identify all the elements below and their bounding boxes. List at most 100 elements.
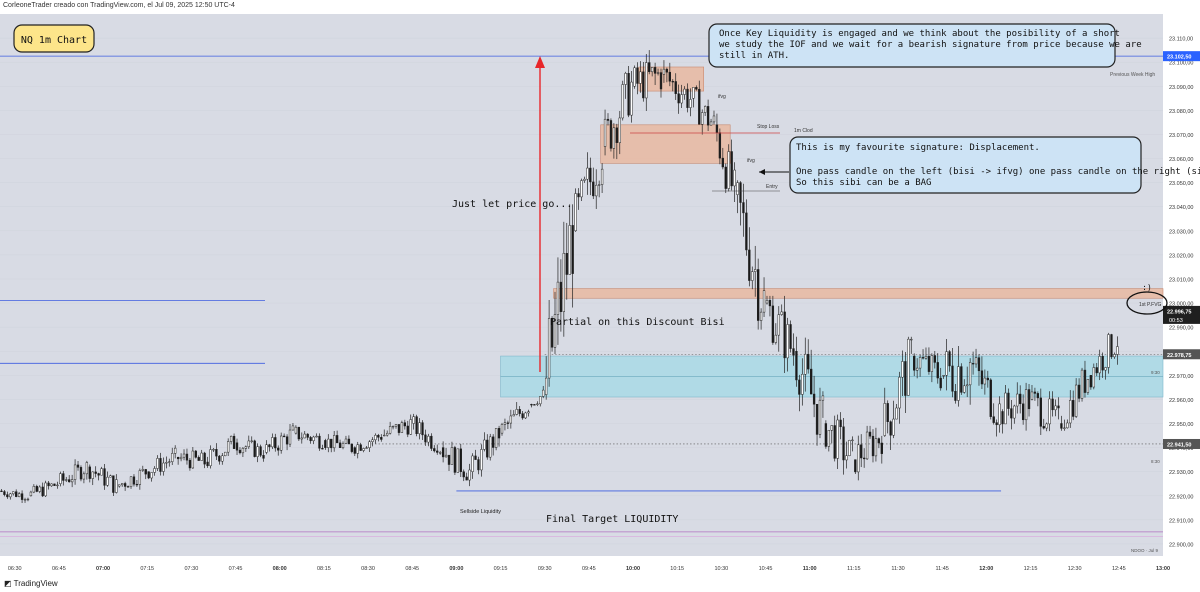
smile-text: :) (1142, 283, 1152, 292)
candle-up (595, 184, 598, 197)
candle-down (795, 350, 798, 381)
candle-down (35, 486, 38, 492)
candle-up (586, 167, 589, 180)
candle-down (188, 459, 192, 469)
price-axis[interactable]: 23.110,00 23.100,00 23.090,00 23.080,00 23.0… (1163, 37, 1200, 549)
candle-up (1004, 392, 1007, 425)
candle-down (41, 486, 44, 497)
candle-up (1069, 400, 1072, 424)
price-tick-label: 22.960,00 (1169, 398, 1193, 404)
candle-up (818, 399, 822, 435)
candle-down (232, 435, 236, 449)
candle-down (1057, 405, 1060, 409)
top-note: Once Key Liquidity is engaged and we thi… (708, 23, 1142, 68)
candle-down (282, 435, 286, 438)
candle-up (774, 334, 777, 343)
candle-down (642, 71, 645, 99)
candle-down (1110, 334, 1113, 358)
candle-up (494, 428, 498, 448)
candle-up (121, 483, 124, 486)
candle-up (683, 88, 686, 95)
candle-down (321, 448, 324, 450)
time-axis[interactable]: 06:30 06:45 07:00 07:15 07:30 07:45 08:00 08:15… (8, 566, 1170, 572)
candle-down (839, 419, 842, 428)
candle-up (50, 483, 53, 487)
candle-up (256, 446, 259, 457)
candle-down (430, 435, 433, 449)
candle-down (132, 476, 136, 485)
candle-down (877, 438, 881, 444)
candle-up (1013, 405, 1016, 419)
candle-up (633, 67, 636, 87)
candle-down (1039, 397, 1042, 427)
candle-down (79, 467, 83, 480)
candle-down (185, 453, 189, 461)
candle-down (436, 450, 439, 453)
candle-up (362, 448, 365, 451)
candle-up (109, 475, 112, 478)
candle-down (335, 435, 339, 444)
pwh-text: Previous Week High (1110, 72, 1155, 78)
candle-down (465, 476, 468, 481)
candle-up (883, 403, 886, 436)
candle-up (612, 127, 616, 149)
price-chart[interactable]: 23.110,00 23.100,00 23.090,00 23.080,00 23.0… (0, 14, 1200, 577)
price-tick-label: 23.070,00 (1169, 133, 1193, 139)
candle-up (171, 453, 174, 462)
mid-note-line2: One pass candle on the left (bisi -> ifv… (796, 167, 1200, 177)
candle-down (206, 461, 209, 467)
candle-up (539, 396, 542, 405)
time-axis-background (0, 556, 1163, 577)
candle-up (388, 426, 392, 434)
open-830-badge-label: 22.941,50 (1167, 442, 1191, 448)
candle-up (300, 437, 303, 440)
partial-text: Partial on this Discount Bisi (550, 317, 725, 328)
candle-up (580, 180, 583, 198)
candle-up (765, 300, 769, 304)
candle-down (1089, 375, 1093, 388)
candles-layer (0, 50, 1119, 503)
candle-down (671, 81, 674, 83)
candle-up (344, 438, 348, 444)
ifvg-mid-text: ifvg (747, 158, 755, 164)
candle-down (474, 455, 477, 460)
candle-up (712, 115, 716, 123)
price-tick-label: 23.010,00 (1169, 277, 1193, 283)
candle-down (492, 436, 495, 448)
candle-down (886, 403, 889, 422)
candle-up (918, 357, 922, 369)
candle-down (715, 124, 719, 133)
candle-down (1060, 423, 1063, 429)
candle-up (150, 472, 153, 479)
candle-up (836, 419, 839, 459)
candle-up (153, 468, 156, 473)
candle-down (904, 361, 907, 396)
candle-down (636, 67, 639, 84)
candle-down (62, 473, 65, 481)
candle-down (889, 421, 892, 436)
candle-down (718, 132, 722, 159)
candle-down (615, 127, 618, 143)
time-tick-label: 11:30 (891, 566, 904, 572)
candle-up (689, 99, 692, 108)
candle-up (736, 182, 739, 195)
candle-up (527, 411, 530, 414)
price-tick-label: 22.940,00 (1169, 446, 1193, 452)
candle-up (801, 373, 804, 395)
candle-up (1063, 427, 1066, 429)
candle-up (32, 486, 36, 493)
candle-down (424, 434, 427, 443)
candle-up (600, 168, 604, 185)
candle-up (968, 362, 972, 386)
candle-up (168, 461, 171, 463)
zone-ifvg-mid- (600, 124, 731, 164)
candle-down (309, 437, 312, 442)
time-tick-label: 08:30 (361, 566, 375, 572)
candle-down (123, 483, 127, 487)
candle-up (91, 471, 94, 479)
candle-down (306, 433, 309, 438)
candle-down (668, 71, 671, 82)
red-up-arrow (535, 56, 545, 372)
open-930-badge-label: 22.978,75 (1167, 353, 1191, 359)
candle-up (1116, 346, 1119, 355)
